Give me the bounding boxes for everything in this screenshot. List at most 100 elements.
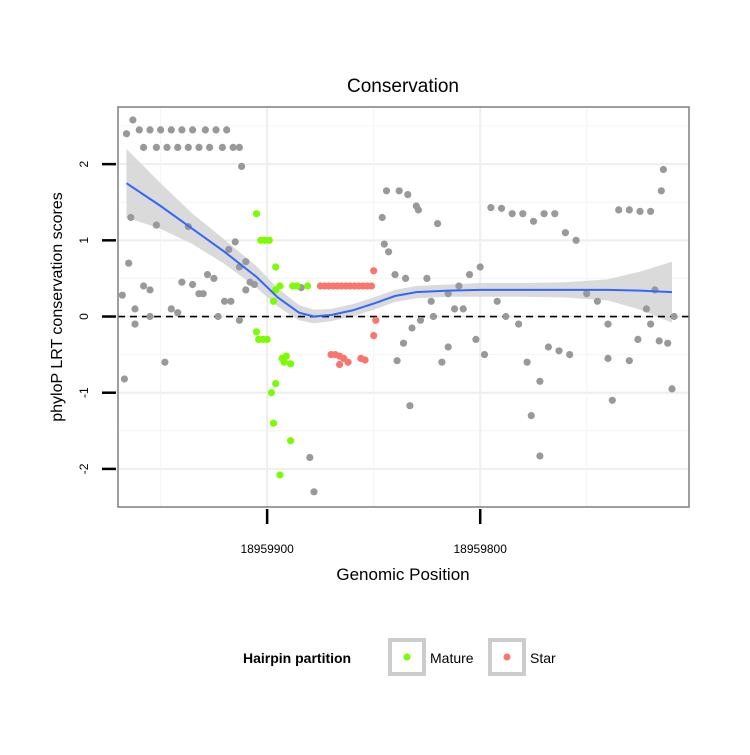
data-point-mature [276,471,284,479]
data-point-mature [269,297,278,305]
data-point-star [361,356,369,364]
data-point-other [406,402,414,410]
data-point-other [378,213,386,222]
data-point-other [242,258,250,266]
data-point-other [497,204,506,212]
data-point-other [444,290,452,298]
data-point-other [444,343,452,351]
data-point-other [223,126,231,134]
grid-lines [118,107,689,507]
data-point-other [167,305,175,313]
x-tick-label: 18959900 [240,542,294,556]
data-point-other [459,305,467,313]
data-point-other [408,324,416,332]
data-point-other [174,309,182,317]
data-point-other [455,282,463,290]
data-point-other [152,143,160,151]
data-point-other [225,245,233,254]
data-point-other [146,126,154,134]
data-point-other [536,377,544,385]
data-point-mature [269,419,278,427]
data-point-other [527,412,535,420]
data-point-other [118,291,126,299]
data-point-other [203,271,212,279]
y-tick-label: -1 [77,387,91,398]
data-point-other [664,339,672,347]
data-point-mature [282,352,290,360]
data-point-other [423,274,431,282]
data-point-other [536,452,544,460]
smooth-confidence-band [126,148,672,324]
x-axis: 18959900 18959800 [240,509,507,556]
data-point-other [404,191,412,199]
data-point-other [131,305,139,313]
y-tick-label: 0 [77,313,91,320]
data-point-other [476,263,484,271]
data-point-other [229,143,237,151]
data-point-other [250,280,258,289]
data-point-other [544,343,553,351]
data-point-mature [280,358,288,366]
data-point-other [593,297,602,305]
data-point-star [344,358,352,366]
data-point-mature [304,282,312,290]
data-point-other [189,126,197,134]
data-point-other [523,358,531,366]
data-point-mature [267,389,275,397]
data-point-other [382,187,391,195]
smooth-trend-line [125,182,673,318]
data-point-other [135,126,143,134]
data-point-other [127,213,135,222]
data-point-other [195,143,203,151]
legend-label-star: Star [530,650,556,666]
data-point-other [167,126,175,134]
data-point-other [140,143,148,151]
data-point-other [634,335,642,343]
data-point-other [427,297,435,305]
data-point-other [561,229,570,237]
legend-swatch-star [503,653,511,661]
data-point-other [572,236,580,244]
data-point-other [212,126,220,134]
data-point-other [480,351,489,359]
data-point-mature [272,286,280,294]
data-point-other [238,162,246,170]
data-point-mature [287,360,295,368]
data-point-other [391,271,399,279]
data-point-other [583,290,591,298]
data-point-other [306,453,314,462]
data-point-other [152,221,160,229]
x-tick-label: 18959800 [454,542,508,556]
data-point-other [493,297,501,305]
data-point-other [615,206,623,214]
data-point-other [218,143,226,151]
data-point-other [393,357,401,365]
x-axis-label: Genomic Position [336,565,469,584]
data-point-other [163,143,171,151]
data-point-other [604,320,612,328]
data-point-other [508,210,516,218]
data-point-other [189,280,197,289]
data-point-other [434,220,442,228]
data-point-other [214,312,222,321]
y-tick-label: 2 [77,160,91,167]
data-point-other [174,143,182,151]
data-point-other [129,116,137,124]
y-axis-label: phyloP LRT conservation scores [49,192,66,421]
data-point-other [157,126,165,134]
data-point-other [502,312,510,321]
data-point-other [608,396,616,404]
data-point-other [438,358,446,366]
data-point-star [336,360,344,369]
data-point-mature [293,282,301,290]
data-point-other [235,316,243,324]
data-point-other [647,207,655,215]
data-point-other [199,290,207,298]
data-point-other [395,187,403,195]
data-point-other [636,207,644,215]
y-tick-label: -2 [77,463,91,474]
chart-title: Conservation [347,76,459,97]
data-point-other [402,274,410,282]
data-point-mature [252,210,261,218]
